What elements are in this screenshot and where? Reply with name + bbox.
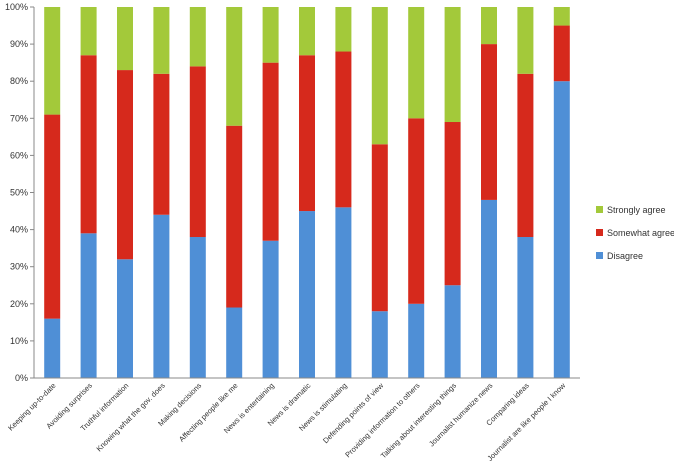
bar-segment-disagree [299,211,315,378]
bar-segment-disagree [44,318,61,378]
bar-segment-disagree [553,81,570,378]
bar-segment-disagree [80,233,97,378]
bar-segment-somewhat-agree [262,62,279,241]
bar-segment-strongly-agree [226,7,243,126]
y-tick-label: 60% [10,150,28,160]
legend: Strongly agree Somewhat agree Disagree [596,205,674,261]
bar-segment-strongly-agree [371,7,388,145]
bar-segment-disagree [153,214,170,378]
bar-segment-disagree [444,285,461,378]
bar-segment-disagree [262,240,279,378]
bar-segment-somewhat-agree [299,55,315,212]
bar-segment-strongly-agree [189,7,206,67]
y-tick-label: 30% [10,262,28,272]
bar-segment-somewhat-agree [553,25,570,82]
y-tick-label: 0% [15,373,28,383]
bar-segment-somewhat-agree [226,125,243,308]
bar-segment-disagree [371,311,388,378]
bar-segment-somewhat-agree [444,122,461,286]
bar-segment-somewhat-agree [189,66,206,238]
legend-entry-label: Disagree [607,251,643,261]
bar-segment-strongly-agree [517,7,534,74]
x-category-label: Journalist are like people I know [485,381,567,463]
legend-entry-label: Somewhat agree [607,228,674,238]
bar-segment-strongly-agree [262,7,279,63]
bar-segment-somewhat-agree [335,51,352,208]
bar-segment-disagree [517,237,534,378]
y-tick-label: 70% [10,113,28,123]
bar-segment-disagree [189,237,206,378]
bar-segment-somewhat-agree [408,118,425,304]
bar-segment-strongly-agree [299,7,315,56]
bar-segment-strongly-agree [408,7,425,119]
bar-segment-somewhat-agree [371,144,388,312]
bar-segment-strongly-agree [44,7,61,115]
legend-swatch [596,206,603,213]
x-category-label: Defending points of view [321,381,386,446]
bar-segment-strongly-agree [153,7,170,74]
y-tick-label: 100% [5,2,28,12]
bar-segment-somewhat-agree [80,55,97,234]
legend-swatch [596,252,603,259]
bar-segment-disagree [117,259,133,378]
bar-segment-disagree [335,207,352,378]
bar-segment-strongly-agree [80,7,97,56]
y-tick-label: 40% [10,225,28,235]
bar-segment-disagree [481,199,497,378]
bar-segment-strongly-agree [553,7,570,26]
x-category-label: Journalist humanize news [427,381,495,449]
y-tick-label: 90% [10,39,28,49]
bar-segment-somewhat-agree [153,73,170,215]
bar-segment-disagree [226,307,243,378]
bar-segment-somewhat-agree [517,73,534,238]
bar-segment-somewhat-agree [117,70,133,260]
bar-segment-strongly-agree [117,7,133,71]
x-category-label: Knowing what the gov. does [95,381,167,453]
y-tick-label: 10% [10,336,28,346]
legend-swatch [596,229,603,236]
bar-segment-somewhat-agree [481,44,497,200]
x-category-label: Providing information to others [343,381,421,459]
y-tick-label: 50% [10,188,28,198]
legend-entry-label: Strongly agree [607,205,666,215]
y-tick-label: 80% [10,76,28,86]
bar-segment-strongly-agree [335,7,352,52]
bars-group [44,7,570,378]
x-category-label: Talking about interesting things [379,381,458,460]
bar-segment-strongly-agree [481,7,497,45]
y-axis: 0% 10% 20% 30% 40% 50% 60% 70% 80% 90% 100% [5,2,35,383]
bar-segment-somewhat-agree [44,114,61,319]
bar-segment-disagree [408,303,425,378]
y-tick-label: 20% [10,299,28,309]
bar-segment-strongly-agree [444,7,461,123]
